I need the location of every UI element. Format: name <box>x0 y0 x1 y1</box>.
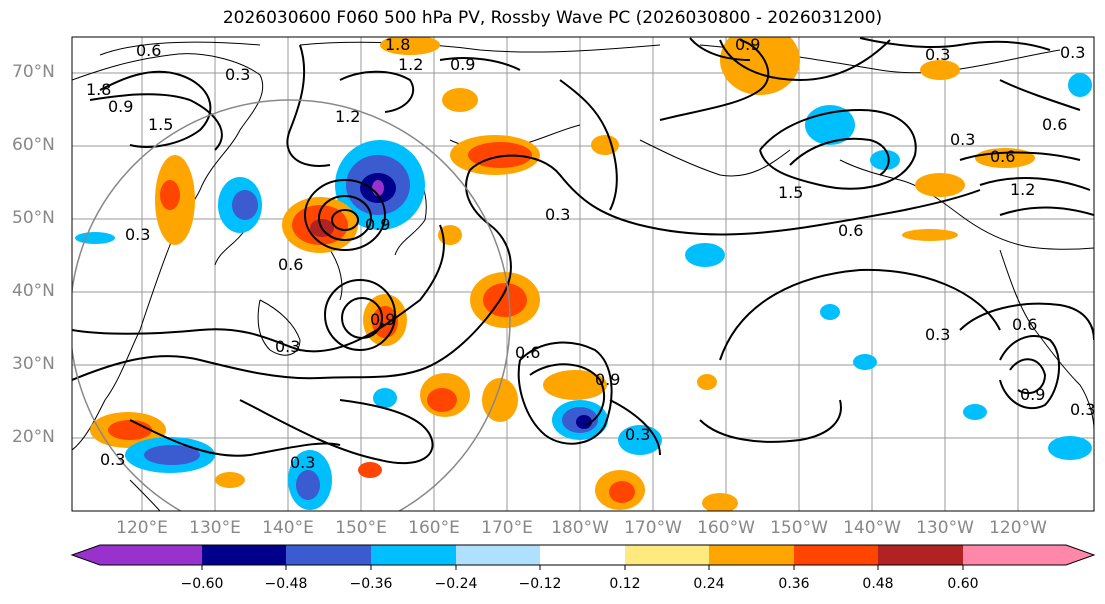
pv-contours <box>72 37 1094 465</box>
lon-label: 180°W <box>551 518 609 538</box>
lon-label: 130°W <box>916 518 974 538</box>
colorbar-segment <box>456 545 540 565</box>
colorbar-tick-label: 0.60 <box>947 576 979 592</box>
contour-label: 0.3 <box>545 205 570 224</box>
contour-label: 1.5 <box>778 183 803 202</box>
contour-label: 0.9 <box>1020 385 1045 404</box>
colorbar-outline <box>70 544 1096 566</box>
contour-label: 0.3 <box>225 65 250 84</box>
lon-label: 140°W <box>843 518 901 538</box>
contour-label: 1.8 <box>385 35 410 54</box>
contour-label: 0.9 <box>365 215 390 234</box>
colorbar <box>70 544 1096 570</box>
lon-label: 160°W <box>697 518 755 538</box>
lat-label-70n: 70°N <box>12 62 55 82</box>
lon-label: 120°W <box>989 518 1047 538</box>
contour-label: 0.3 <box>925 45 950 64</box>
contour-label: 0.9 <box>595 370 620 389</box>
contour-label: 0.3 <box>100 450 125 469</box>
colorbar-tick-label: −0.12 <box>518 576 562 592</box>
lon-label: 150°W <box>770 518 828 538</box>
contour-label: 1.8 <box>86 80 111 99</box>
map-title: 2026030600 F060 500 hPa PV, Rossby Wave … <box>222 8 883 28</box>
lon-label: 170°E <box>481 518 533 538</box>
colorbar-segment <box>371 545 456 565</box>
contour-label: 0.9 <box>108 97 133 116</box>
contour-label: 1.2 <box>335 107 360 126</box>
lon-label: 170°W <box>624 518 682 538</box>
contour-label: 0.3 <box>1070 400 1095 419</box>
lat-label-50n: 50°N <box>12 208 55 228</box>
contour-label: 0.6 <box>990 147 1015 166</box>
colorbar-segment <box>794 545 878 565</box>
contour-label: 1.2 <box>398 55 423 74</box>
contour-label: 0.6 <box>1042 115 1067 134</box>
map-frame <box>71 36 1095 512</box>
contour-label: 0.3 <box>950 130 975 149</box>
colorbar-ticks <box>201 565 964 570</box>
contour-labels: 0.6 1.8 0.9 1.5 0.3 1.8 1.2 0.9 1.2 0.3 … <box>86 35 1095 472</box>
lon-label: 150°E <box>335 518 387 538</box>
reference-circle <box>72 99 511 511</box>
lon-label: 120°E <box>116 518 168 538</box>
contour-label: 0.9 <box>735 35 760 54</box>
lon-label: 160°E <box>408 518 460 538</box>
lat-label-60n: 60°N <box>12 135 55 155</box>
colorbar-segment <box>540 545 625 565</box>
pv-shading <box>75 37 1092 511</box>
colorbar-tick-label: −0.36 <box>349 576 393 592</box>
colorbar-arrow-left <box>72 545 100 565</box>
colorbar-tick-label: 0.24 <box>693 576 725 592</box>
lat-label-20n: 20°N <box>12 427 55 447</box>
contour-label: 0.6 <box>278 255 303 274</box>
map-background <box>72 37 1094 511</box>
contour-label: 0.3 <box>125 225 150 244</box>
lat-label-30n: 30°N <box>12 354 55 374</box>
colorbar-segment <box>202 545 286 565</box>
colorbar-arrow-right <box>1066 545 1094 565</box>
colorbar-tick-label: 0.12 <box>609 576 641 592</box>
contour-label: 1.2 <box>1010 180 1035 199</box>
contour-label: 0.3 <box>1060 43 1085 62</box>
colorbar-segment <box>709 545 794 565</box>
colorbar-tick-label: 0.48 <box>862 576 894 592</box>
colorbar-tick-label: 0.36 <box>778 576 810 592</box>
colorbar-segment <box>963 545 1066 565</box>
colorbar-tick-label: −0.60 <box>180 576 224 592</box>
lat-label-40n: 40°N <box>12 281 55 301</box>
contour-label: 0.6 <box>1012 315 1037 334</box>
contour-label: 0.6 <box>515 343 540 362</box>
graticule <box>72 37 1094 511</box>
contour-label: 0.6 <box>838 221 863 240</box>
contour-label: 0.3 <box>290 453 315 472</box>
colorbar-segment <box>286 545 371 565</box>
contour-label: 0.3 <box>925 325 950 344</box>
contour-label: 0.9 <box>450 55 475 74</box>
lon-label: 140°E <box>262 518 314 538</box>
colorbar-segment <box>100 545 202 565</box>
lon-label: 130°E <box>189 518 241 538</box>
contour-label: 0.3 <box>625 425 650 444</box>
contour-label: 1.5 <box>148 115 173 134</box>
contour-label: 0.6 <box>136 41 161 60</box>
colorbar-segment <box>878 545 963 565</box>
colorbar-segment <box>625 545 709 565</box>
colorbar-tick-label: −0.48 <box>264 576 308 592</box>
contour-label: 0.3 <box>275 337 300 356</box>
colorbar-tick-label: −0.24 <box>434 576 478 592</box>
contour-label: 0.9 <box>370 310 395 329</box>
